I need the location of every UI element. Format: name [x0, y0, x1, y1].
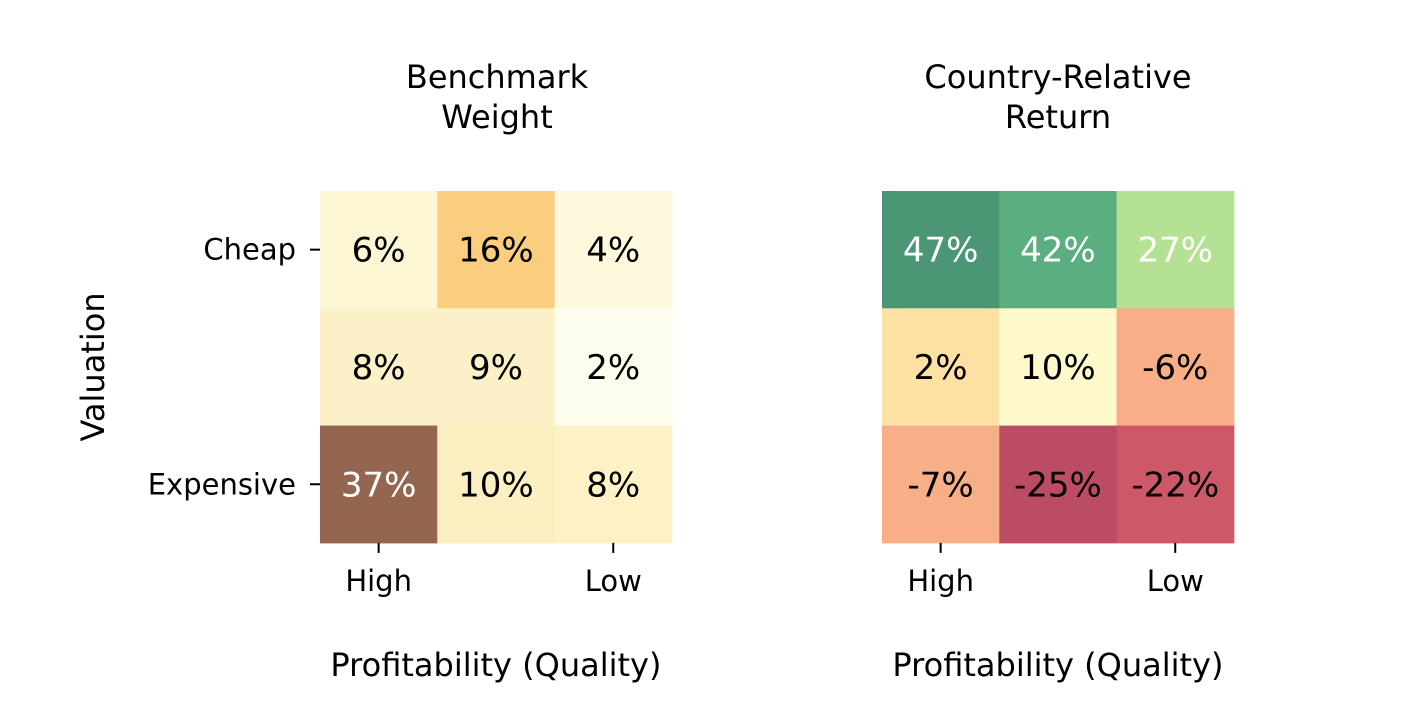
heatmap-cell: [320, 425, 438, 544]
x-axis-label: Profitability (Quality): [892, 646, 1223, 684]
heatmap-cell: [554, 308, 673, 427]
heatmap-cell-label: -22%: [1131, 465, 1219, 505]
heatmap-cell-label: 4%: [586, 231, 640, 271]
heatmap-cell: [882, 425, 1000, 544]
heatmap-cell-label: 42%: [1020, 231, 1096, 271]
heatmap-cell: [999, 308, 1118, 427]
heatmap-cell: [554, 425, 673, 544]
heatmap-cell: [999, 191, 1118, 309]
heatmap-cell: [554, 191, 673, 309]
heatmap-cell: [1116, 425, 1235, 544]
heatmap-cell-label: -7%: [908, 465, 974, 505]
heatmap-cell-label: -25%: [1014, 465, 1102, 505]
heatmap-cell-label: 37%: [341, 465, 417, 505]
x-tick-label: Low: [1147, 564, 1204, 598]
heatmap-cell-label: 10%: [458, 465, 534, 505]
x-tick-label: High: [907, 564, 974, 598]
x-tick-label: High: [345, 564, 412, 598]
heatmap-cell-label: 2%: [586, 348, 640, 388]
heatmap-cell-label: -6%: [1142, 348, 1208, 388]
y-tick-label: Expensive: [148, 467, 296, 501]
chart-title-line: Weight: [441, 98, 552, 136]
heatmap-cell-label: 27%: [1137, 231, 1213, 271]
heatmap-cell: [882, 308, 1000, 427]
heatmap-cell: [437, 425, 556, 544]
heatmap-cell-label: 47%: [903, 231, 979, 271]
heatmap-cell-label: 9%: [469, 348, 523, 388]
heatmap-cell: [437, 191, 556, 309]
heatmap-cell: [320, 191, 438, 309]
x-tick-label: Low: [585, 564, 642, 598]
x-axis-label: Profitability (Quality): [330, 646, 661, 684]
heatmap-cell-label: 6%: [352, 231, 406, 271]
heatmap-cell-label: 8%: [586, 465, 640, 505]
chart-title-line: Country-Relative: [924, 58, 1191, 96]
y-tick-label: Cheap: [203, 233, 296, 267]
heatmap-cell-label: 2%: [914, 348, 968, 388]
heatmap-cell-label: 8%: [352, 348, 406, 388]
heatmap-cell-label: 10%: [1020, 348, 1096, 388]
chart-title-line: Return: [1005, 98, 1111, 136]
heatmap-cell-label: 16%: [458, 231, 534, 271]
heatmap-cell: [999, 425, 1118, 544]
heatmap-cell: [437, 308, 556, 427]
y-axis-label: Valuation: [74, 292, 112, 441]
heatmap-cell: [320, 308, 438, 427]
heatmap-cell: [882, 191, 1000, 309]
heatmap-cell: [1116, 308, 1235, 427]
chart-title-line: Benchmark: [406, 58, 589, 96]
heatmap-cell: [1116, 191, 1235, 309]
